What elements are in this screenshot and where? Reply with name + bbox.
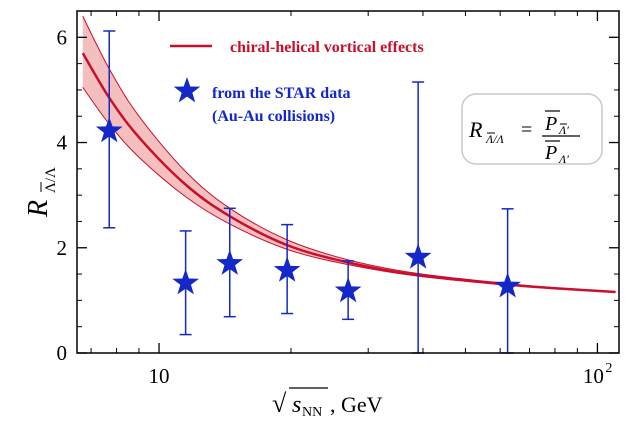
y-axis-title-subscript: Λ/Λ	[43, 167, 59, 193]
y-axis-title-main: R	[23, 200, 54, 218]
formula-box: R Λ/Λ = P Λ′ P Λ′	[461, 93, 603, 166]
formula-denominator-subscript: Λ′	[558, 152, 569, 166]
formula-lhs: R	[468, 117, 483, 142]
star-points-layer	[95, 30, 521, 354]
y-tick-label: 4	[57, 131, 68, 155]
data-point	[95, 30, 123, 229]
legend-label-theory: chiral-helical vortical effects	[230, 39, 424, 56]
star-marker	[404, 243, 432, 269]
legend-label-star: from the STAR data	[212, 85, 351, 102]
formula-denominator: P	[544, 142, 557, 164]
x-axis-title-var: s	[292, 392, 301, 418]
x-axis-title-unit: , GeV	[330, 392, 383, 417]
x-tick-label-exponent: 2	[605, 361, 612, 376]
data-point	[334, 260, 362, 321]
formula-numerator: P	[544, 113, 557, 135]
data-point	[172, 230, 199, 336]
formula-numerator-subscript: Λ′	[558, 123, 569, 137]
star-marker	[216, 249, 244, 275]
y-tick-label: 2	[57, 236, 68, 260]
y-axis-title: R Λ/Λ	[23, 167, 59, 218]
x-tick-label: 10	[149, 364, 170, 388]
data-point	[494, 208, 521, 354]
legend-star-marker	[173, 77, 201, 103]
formula-equals: =	[521, 119, 532, 141]
x-axis-title: √ s NN , GeV	[272, 387, 383, 420]
y-tick-label: 0	[57, 341, 68, 365]
y-tick-label: 6	[57, 25, 68, 49]
plot-frame	[76, 10, 620, 354]
star-marker	[494, 272, 521, 298]
star-marker	[334, 276, 362, 303]
data-point	[273, 223, 301, 315]
formula-lhs-subscript: Λ/Λ	[485, 132, 505, 146]
legend-label-star-line2: (Au-Au collisions)	[212, 108, 335, 125]
star-marker	[172, 269, 199, 295]
formula-box-frame	[461, 93, 603, 165]
x-axis-title-root: √	[272, 389, 287, 418]
data-point	[216, 207, 244, 318]
star-marker	[273, 256, 301, 282]
data-point	[404, 81, 432, 354]
legend: chiral-helical vortical effects from the…	[170, 39, 424, 125]
x-tick-label: 10	[583, 364, 604, 388]
x-axis-title-subscript: NN	[302, 405, 322, 420]
star-marker	[95, 116, 123, 143]
